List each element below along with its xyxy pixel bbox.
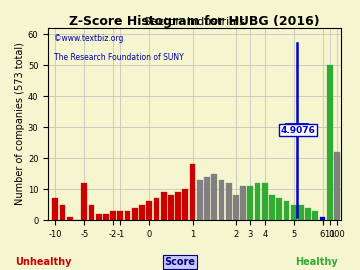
Text: The Research Foundation of SUNY: The Research Foundation of SUNY [54, 53, 184, 62]
Bar [132, 208, 138, 220]
Bar [139, 205, 145, 220]
Bar [327, 65, 333, 220]
Text: 4.9076: 4.9076 [280, 126, 315, 135]
Bar [117, 211, 123, 220]
Bar [334, 152, 340, 220]
Bar [125, 211, 130, 220]
Bar [89, 205, 94, 220]
Bar [320, 217, 325, 220]
Bar [161, 192, 167, 220]
Bar [67, 217, 73, 220]
Bar [276, 198, 282, 220]
Bar [103, 214, 109, 220]
Bar [60, 205, 66, 220]
Bar [154, 198, 159, 220]
Bar [197, 180, 203, 220]
Bar [146, 201, 152, 220]
Bar [233, 195, 239, 220]
Text: Score: Score [165, 257, 195, 267]
Bar [110, 211, 116, 220]
Bar [53, 198, 58, 220]
Bar [312, 211, 318, 220]
Bar [262, 183, 267, 220]
Bar [255, 183, 260, 220]
Bar [240, 186, 246, 220]
Title: Z-Score Histogram for HUBG (2016): Z-Score Histogram for HUBG (2016) [69, 15, 320, 28]
Bar [298, 205, 304, 220]
Bar [219, 180, 224, 220]
Text: Sector: Industrials: Sector: Industrials [144, 17, 245, 27]
Y-axis label: Number of companies (573 total): Number of companies (573 total) [15, 43, 25, 205]
Text: Healthy: Healthy [296, 257, 338, 267]
Bar [284, 201, 289, 220]
Bar [291, 205, 297, 220]
Bar [204, 177, 210, 220]
Text: ©www.textbiz.org: ©www.textbiz.org [54, 34, 123, 43]
Bar [96, 214, 102, 220]
Bar [81, 183, 87, 220]
Bar [226, 183, 231, 220]
Bar [247, 186, 253, 220]
Bar [211, 174, 217, 220]
Bar [168, 195, 174, 220]
Bar [269, 195, 275, 220]
Bar [305, 208, 311, 220]
Text: Unhealthy: Unhealthy [15, 257, 71, 267]
Bar [183, 189, 188, 220]
Bar [175, 192, 181, 220]
Bar [190, 164, 195, 220]
